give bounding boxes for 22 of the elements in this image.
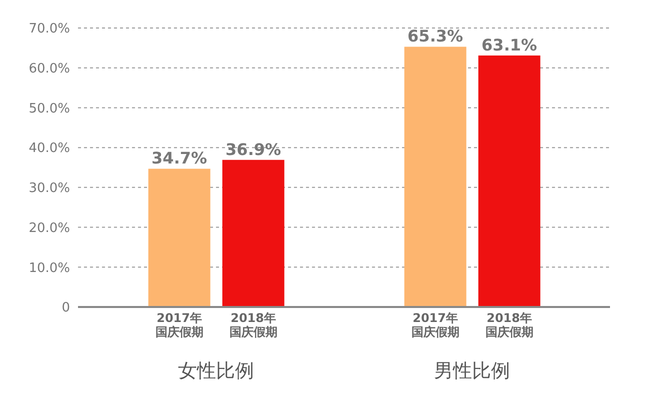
bar: [478, 56, 540, 307]
y-tick-label: 50.0%: [28, 101, 70, 116]
text: 2017年国庆假期: [411, 311, 460, 339]
bar: [404, 46, 466, 307]
data-label: 65.3%: [408, 26, 464, 46]
data-label: 63.1%: [482, 36, 538, 54]
series-label: 2018年国庆假期: [228, 311, 278, 339]
y-tick-label: 40.0%: [28, 141, 70, 156]
y-tick-label: 0: [62, 300, 70, 316]
y-tick-label: 70.0%: [28, 22, 70, 37]
data-label: 34.7%: [152, 148, 208, 168]
y-tick-label: 10.0%: [28, 260, 70, 276]
y-tick-label: 60.0%: [28, 61, 70, 76]
bar: [222, 160, 284, 307]
y-tick-label: 30.0%: [28, 181, 70, 196]
data-label: 36.9%: [226, 140, 282, 159]
x-tick-label: 男性比例: [434, 360, 510, 382]
series-label: 2017年国庆假期: [154, 311, 204, 339]
text: 2018年国庆假期: [485, 311, 534, 339]
x-tick-label: 女性比例: [178, 360, 254, 382]
bar: [148, 168, 210, 307]
y-tick-label: 20.0%: [28, 220, 70, 236]
